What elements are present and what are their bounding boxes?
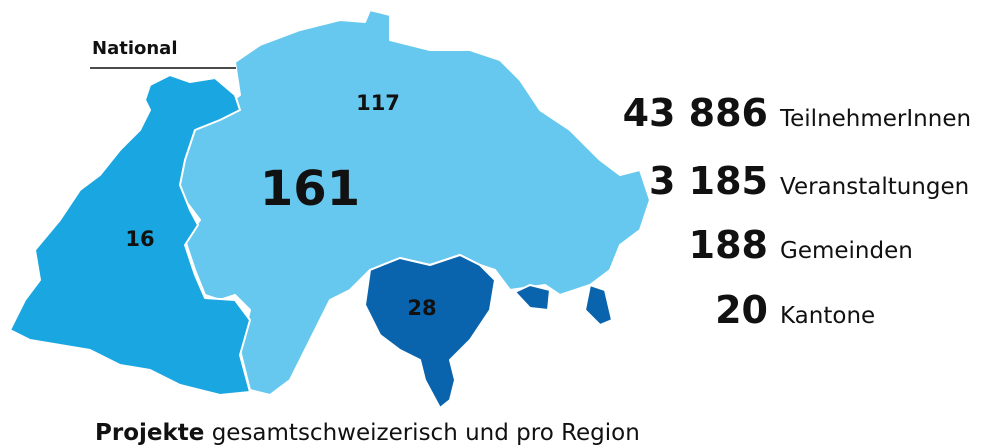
stat-number: 20 (715, 288, 768, 332)
caption: Projekte gesamtschweizerisch und pro Reg… (95, 420, 640, 446)
region-label: 28 (407, 296, 436, 320)
region-label: 117 (356, 91, 400, 115)
legend-label: National (92, 38, 177, 59)
stat-label: TeilnehmerInnen (779, 106, 971, 132)
map (9, 9, 651, 409)
stat-label: Gemeinden (780, 238, 913, 264)
region-ticino (364, 254, 496, 409)
stat-number: 3 185 (649, 159, 768, 203)
region-label: 16 (125, 227, 154, 251)
region-small-2 (584, 284, 613, 326)
stat-number: 43 886 (623, 91, 768, 135)
caption-text: gesamtschweizerisch und pro Region (212, 420, 640, 446)
stats: 43 886 TeilnehmerInnen 3 185 Veranstaltu… (623, 91, 972, 332)
stat-label: Kantone (780, 303, 875, 329)
caption-bold: Projekte (95, 420, 204, 446)
region-west (9, 74, 251, 396)
region-small-1 (514, 284, 551, 311)
region-label: 161 (260, 161, 360, 217)
stat-number: 188 (689, 223, 768, 267)
stat-label: Veranstaltungen (780, 174, 969, 200)
